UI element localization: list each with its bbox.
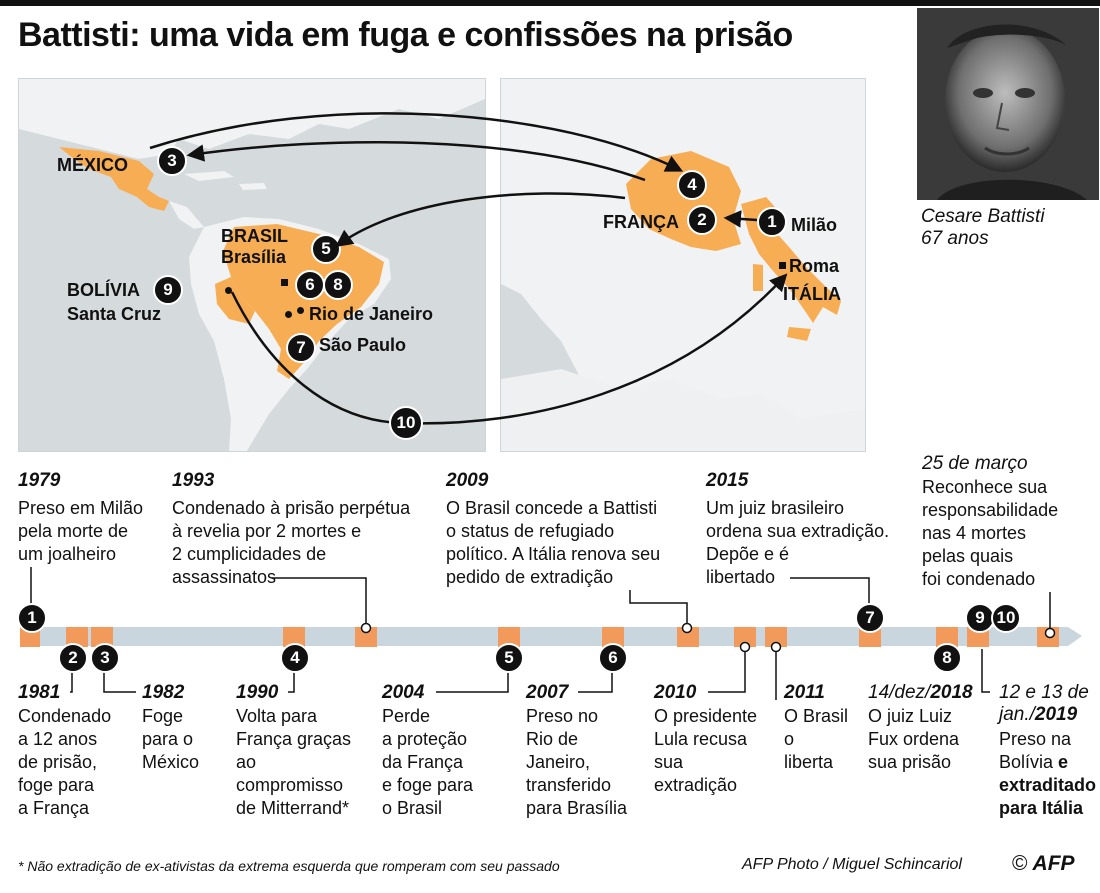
map-marker-1: 1: [757, 207, 787, 237]
label-mexico: MÉXICO: [57, 155, 129, 175]
sao-paulo-dot: [285, 311, 292, 318]
santa-cruz-dot: [225, 287, 232, 294]
map-marker-5: 5: [311, 234, 341, 264]
event-1979-text: Preso em Milão pela morte de um joalheir…: [18, 498, 144, 564]
timeline-marker-4: 4: [280, 643, 310, 673]
event-1982-year: 1982: [142, 682, 185, 703]
event-2018-year: 14/dez/2018: [868, 682, 973, 704]
label-brasil: BRASIL: [221, 226, 288, 246]
event-2011-text: O Brasil o liberta: [784, 706, 849, 772]
event-2004-text: Perde a proteção da França e foge para o…: [382, 706, 474, 818]
event-2018-prefix: 14/dez/: [868, 682, 931, 703]
label-brasilia: Brasília: [221, 247, 287, 267]
event-2019-year-value: 2019: [1034, 704, 1078, 725]
photo-caption: Cesare Battisti 67 anos: [921, 206, 1045, 250]
event-1990-text: Volta para França graças ao compromisso …: [236, 706, 352, 818]
timeline-marker-10: 10: [991, 603, 1021, 633]
timeline-marker-9: 9: [965, 603, 995, 633]
event-2018-text: O juiz Luiz Fux ordena sua prisão: [868, 706, 960, 772]
photo-credit: AFP Photo / Miguel Schincariol: [742, 856, 962, 873]
caption-age: 67 anos: [921, 228, 989, 249]
timeline-marker-2: 2: [58, 643, 88, 673]
roma-square: [779, 262, 786, 269]
map-marker-9: 9: [153, 275, 183, 305]
timeline-marker-8: 8: [932, 643, 962, 673]
event-2004-year: 2004: [382, 682, 425, 703]
afp-logo-text: AFP: [1032, 852, 1075, 875]
timeline-marker-5: 5: [494, 643, 524, 673]
event-1979-year: 1979: [18, 470, 61, 491]
caption-name: Cesare Battisti: [921, 206, 1045, 227]
event-1993-text: Condenado à prisão perpétua à revelia po…: [172, 498, 411, 587]
event-2019-text-bold: e extraditado para Itália: [999, 752, 1097, 818]
afp-logo: © AFP: [1012, 852, 1075, 876]
copyright-symbol: ©: [1012, 852, 1028, 875]
event-2009-year: 2009: [446, 470, 489, 491]
timeline-bar: [30, 627, 1082, 646]
map-marker-7: 7: [286, 333, 316, 363]
event-2010-text: O presidente Lula recusa sua extradição: [654, 706, 758, 795]
event-1981-text: Condenado a 12 anos de prisão, foge para…: [18, 706, 112, 818]
map-marker-2: 2: [687, 205, 717, 235]
event-1981-year: 1981: [18, 682, 61, 703]
map-marker-4: 4: [677, 170, 707, 200]
event-1993-year: 1993: [172, 470, 215, 491]
event-2009-text: O Brasil concede a Battisti o status de …: [446, 498, 661, 587]
event-march-date: 25 de março: [922, 453, 1028, 474]
event-2015-year: 2015: [706, 470, 749, 491]
map-marker-3: 3: [157, 146, 187, 176]
label-milao: Milão: [791, 215, 838, 235]
event-2019-prefix: 12 e 13 de jan./: [999, 682, 1089, 725]
mexico-shape: [59, 147, 169, 211]
event-2011-year: 2011: [784, 682, 825, 703]
timeline-marker-7: 7: [855, 603, 885, 633]
event-2018-year-value: 2018: [930, 682, 973, 703]
label-franca: FRANÇA: [603, 212, 679, 232]
portrait-photo: [917, 8, 1099, 200]
label-bolivia: BOLÍVIA: [67, 280, 141, 300]
event-1990-year: 1990: [236, 682, 279, 703]
rio-dot: [297, 307, 304, 314]
top-rule: [0, 0, 1100, 6]
map-marker-10: 10: [389, 406, 423, 440]
event-2019-year: 12 e 13 de jan./2019: [999, 682, 1089, 726]
label-roma: Roma: [789, 256, 840, 276]
event-2007-text: Preso no Rio de Janeiro, transferido par…: [526, 706, 628, 818]
event-2015-text: Um juiz brasileiro ordena sua extradição…: [706, 498, 890, 587]
event-2019-text: Preso na Bolívia e extraditado para Itál…: [999, 728, 1096, 820]
map-europe: 4 FRANÇA 2 1 Milão Roma ITÁLIA: [500, 78, 866, 452]
label-sao-paulo: São Paulo: [319, 335, 407, 355]
event-march-text: Reconhece sua responsabilidade nas 4 mor…: [922, 477, 1059, 589]
event-1982-text: Foge para o México: [142, 706, 200, 772]
timeline-marker-6: 6: [598, 643, 628, 673]
timeline-year-blocks: [20, 627, 1059, 647]
brasilia-square: [281, 279, 288, 286]
timeline-marker-3: 3: [90, 643, 120, 673]
event-2007-year: 2007: [526, 682, 569, 703]
footnote: * Não extradição de ex-ativistas da extr…: [18, 858, 560, 874]
event-2010-year: 2010: [654, 682, 697, 703]
map-marker-8: 8: [323, 270, 353, 300]
label-santa-cruz: Santa Cruz: [67, 304, 162, 324]
label-italia: ITÁLIA: [783, 284, 841, 304]
page-title: Battisti: uma vida em fuga e confissões …: [18, 16, 793, 54]
timeline-marker-1: 1: [17, 603, 47, 633]
map-americas: MÉXICO 3 BRASIL Brasília 5 6 8 BOLÍVIA 9…: [18, 78, 486, 452]
event-2019-text-regular: Preso na Bolívia: [999, 729, 1072, 772]
label-rio-de-janeiro: Rio de Janeiro: [309, 304, 434, 324]
map-marker-6: 6: [295, 270, 325, 300]
